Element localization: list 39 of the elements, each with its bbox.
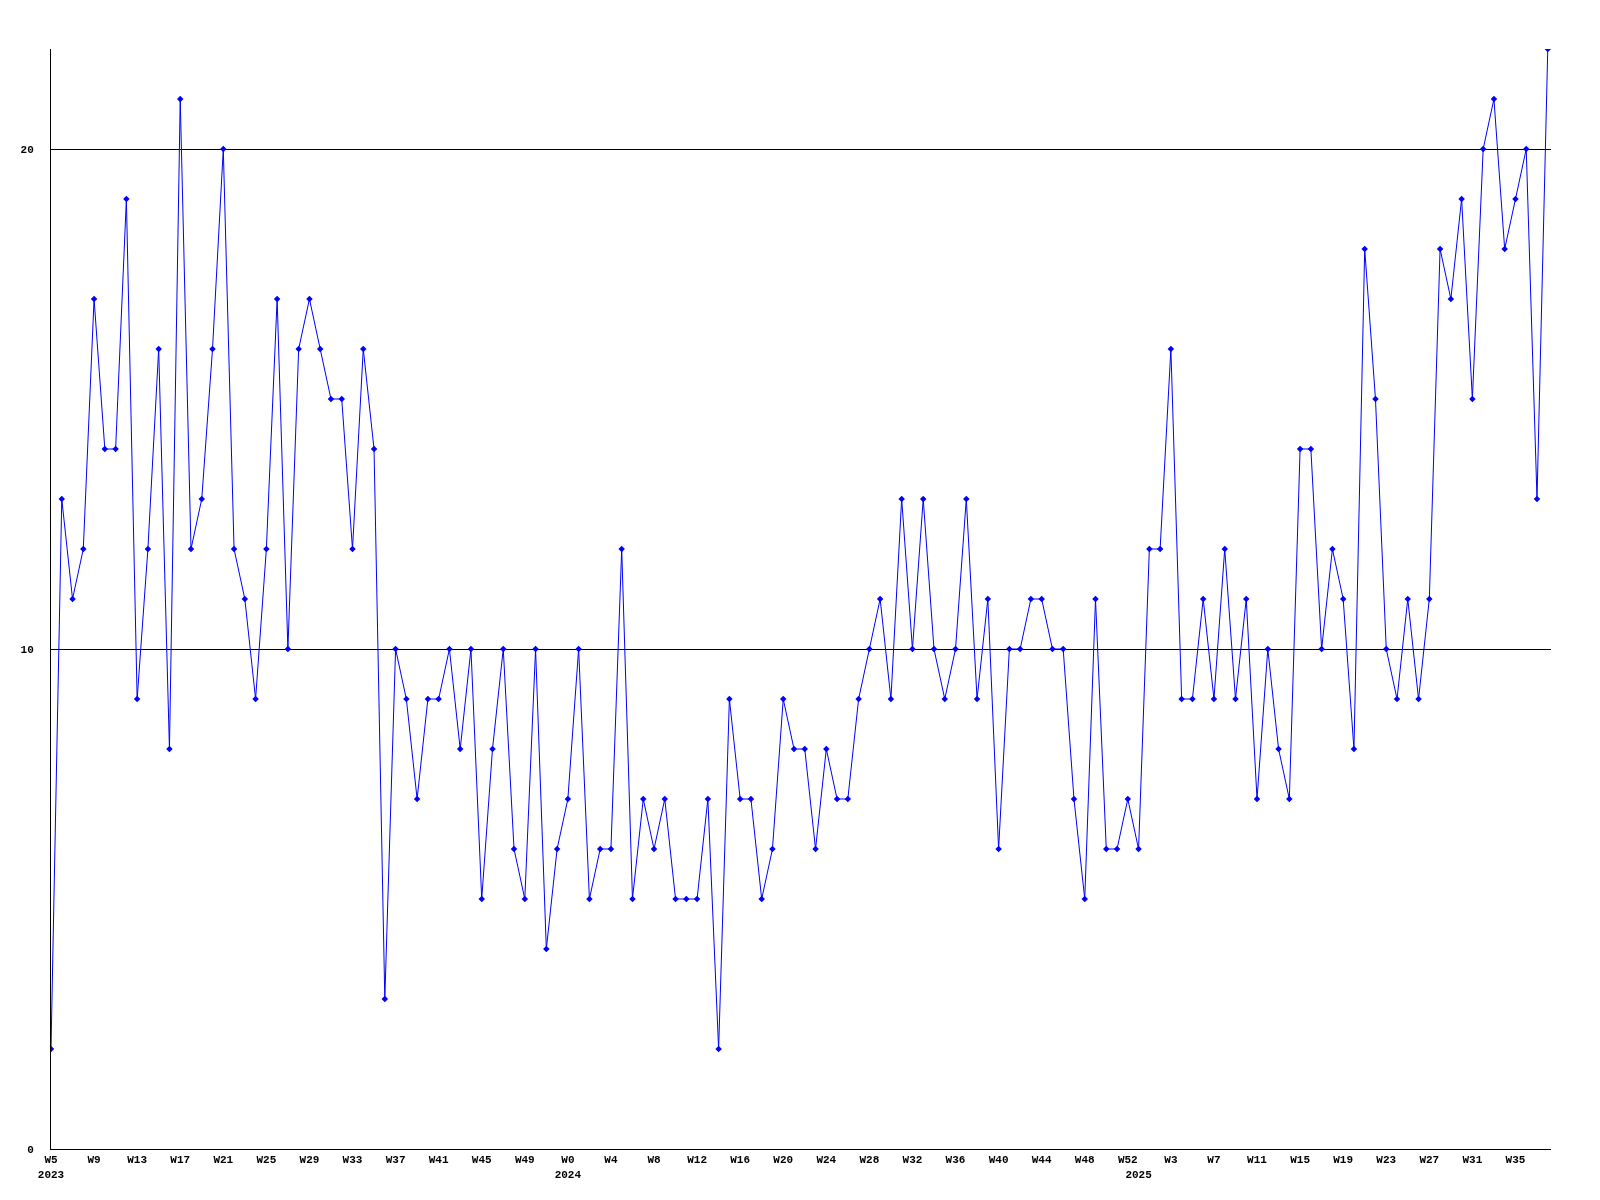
x-tick-label: W32 (902, 1154, 923, 1167)
x-tick-label: W36 (945, 1154, 966, 1167)
x-tick-label: W31 (1462, 1154, 1483, 1167)
x-tick-label: W41 (428, 1154, 449, 1167)
y-tick-label: 20 (20, 143, 34, 156)
x-tick-label: W49 (514, 1154, 535, 1167)
x-tick-label: W23 (1376, 1154, 1397, 1167)
x-tick-label: W5 2023 (37, 1154, 65, 1181)
x-tick-label: W20 (773, 1154, 794, 1167)
x-tick-label: W28 (859, 1154, 880, 1167)
x-tick-label: W4 (604, 1154, 618, 1167)
x-tick-label: W19 (1333, 1154, 1354, 1167)
x-tick-label: W25 (256, 1154, 277, 1167)
x-tick-label: W7 (1207, 1154, 1221, 1167)
x-tick-label: W11 (1247, 1154, 1268, 1167)
x-tick-label: W45 (471, 1154, 493, 1167)
x-tick-label: W8 (647, 1154, 662, 1167)
x-tick-label: W27 (1419, 1154, 1440, 1167)
x-tick-label: W40 (988, 1154, 1009, 1167)
x-tick-label: 2025 (1125, 1168, 1153, 1181)
x-tick-label: W15 (1290, 1154, 1311, 1167)
x-tick-label: W33 (342, 1154, 363, 1167)
x-tick-label: W37 (385, 1154, 406, 1167)
x-tick-label: W12 (687, 1154, 707, 1167)
x-tick-label: W3 (1164, 1154, 1178, 1167)
y-tick-label: 10 (20, 643, 34, 656)
x-tick-label: W24 (816, 1154, 837, 1167)
x-tick-label: W16 (730, 1154, 751, 1167)
y-tick-label: 0 (27, 1143, 34, 1156)
x-tick-label: W17 (170, 1154, 191, 1167)
x-tick-label: W21 (213, 1154, 234, 1167)
x-tick-label: W35 (1505, 1154, 1526, 1167)
x-tick-label: W52 (1117, 1154, 1138, 1167)
x-tick-label: W44 (1031, 1154, 1052, 1167)
x-tick-label: W9 (87, 1154, 101, 1167)
x-tick-label: W13 (127, 1154, 148, 1167)
x-tick-label: W29 (299, 1154, 320, 1167)
x-tick-label: W48 (1074, 1154, 1096, 1167)
x-tick-label: W0 2024 (554, 1154, 582, 1181)
